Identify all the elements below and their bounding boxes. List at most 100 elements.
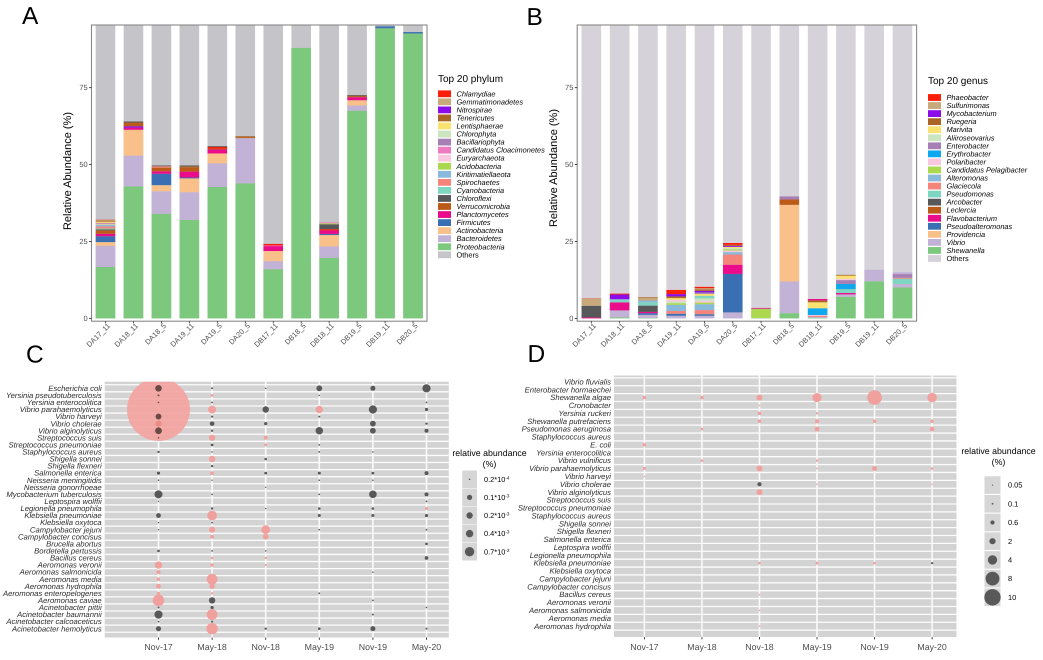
svg-text:C: C — [26, 342, 44, 369]
svg-text:Vibrio alginolyticus: Vibrio alginolyticus — [38, 426, 102, 435]
svg-text:Enterobacter: Enterobacter — [947, 141, 990, 150]
svg-text:Ruegeria: Ruegeria — [947, 117, 977, 126]
svg-text:25: 25 — [565, 237, 573, 246]
svg-text:Brucella abortus: Brucella abortus — [46, 539, 102, 548]
svg-text:4: 4 — [1008, 556, 1012, 565]
svg-text:Campylobacter concisus: Campylobacter concisus — [18, 532, 102, 541]
svg-text:Campylobacter concisus: Campylobacter concisus — [527, 582, 611, 591]
svg-text:Actinobacteria: Actinobacteria — [456, 226, 504, 235]
svg-text:relative abundance: relative abundance — [452, 448, 526, 458]
svg-text:Acidobacteria: Acidobacteria — [456, 162, 502, 171]
svg-text:Providencia: Providencia — [947, 230, 986, 239]
svg-text:Streptococcus suis: Streptococcus suis — [37, 433, 102, 442]
svg-text:Vibrio cholerae: Vibrio cholerae — [51, 419, 102, 428]
svg-text:Flavobacterium: Flavobacterium — [947, 214, 998, 223]
svg-text:Shigella flexneri: Shigella flexneri — [557, 527, 612, 536]
svg-text:Nov-18: Nov-18 — [745, 642, 773, 652]
svg-text:Yersinia enterocolitica: Yersinia enterocolitica — [27, 398, 103, 407]
svg-text:Yersinia ruckeri: Yersinia ruckeri — [558, 409, 611, 418]
svg-text:Acinetobacter pittii: Acinetobacter pittii — [38, 603, 102, 612]
svg-text:Vibrio vulnificus: Vibrio vulnificus — [558, 456, 611, 465]
svg-text:Phaeobacter: Phaeobacter — [947, 93, 989, 102]
svg-text:2: 2 — [1008, 537, 1012, 546]
svg-text:Sulfurimonas: Sulfurimonas — [947, 101, 990, 110]
svg-text:Kiritimatiellaeota: Kiritimatiellaeota — [457, 170, 511, 179]
svg-text:Planctomycetes: Planctomycetes — [457, 210, 509, 219]
svg-text:0.7*10-3: 0.7*10-3 — [484, 547, 510, 556]
svg-text:(%): (%) — [992, 457, 1006, 467]
svg-text:Salmonella enterica: Salmonella enterica — [34, 469, 102, 478]
svg-text:Arcobacter: Arcobacter — [946, 198, 983, 207]
svg-text:Legionella pneumophila: Legionella pneumophila — [20, 504, 102, 513]
svg-text:50: 50 — [79, 160, 87, 169]
svg-text:Pseudomonas aeruginosa: Pseudomonas aeruginosa — [522, 425, 612, 434]
svg-text:Acinetobacter hemolyticus: Acinetobacter hemolyticus — [11, 624, 102, 633]
svg-text:Shigella flexneri: Shigella flexneri — [47, 462, 102, 471]
svg-text:Shewanella algae: Shewanella algae — [550, 393, 611, 402]
svg-text:Campylobacter jejuni: Campylobacter jejuni — [539, 574, 611, 583]
svg-text:Leptospira wolffii: Leptospira wolffii — [44, 497, 102, 506]
svg-text:Aeromonas salmonicida: Aeromonas salmonicida — [528, 606, 612, 615]
svg-text:Vibrio harveyi: Vibrio harveyi — [55, 412, 102, 421]
svg-text:Streptococcus pneumoniae: Streptococcus pneumoniae — [518, 504, 611, 513]
svg-text:May-18: May-18 — [197, 642, 226, 652]
svg-text:Leptospira wolffii: Leptospira wolffii — [554, 543, 612, 552]
svg-text:Aeromonas salmonicida: Aeromonas salmonicida — [19, 568, 103, 577]
svg-text:Yersinia pseudotuberculosis: Yersinia pseudotuberculosis — [6, 391, 102, 400]
svg-text:Top 20 phylum: Top 20 phylum — [438, 74, 503, 85]
svg-text:25: 25 — [79, 237, 87, 246]
svg-text:0.1*10-3: 0.1*10-3 — [484, 493, 510, 502]
svg-text:Aeromonas veronii: Aeromonas veronii — [546, 598, 611, 607]
svg-text:0: 0 — [569, 314, 573, 323]
svg-text:Nov-19: Nov-19 — [359, 642, 387, 652]
svg-text:Bordetella pertussis: Bordetella pertussis — [34, 547, 102, 556]
svg-text:Shigella sonnei: Shigella sonnei — [50, 455, 102, 464]
svg-text:Staphylococcus aureus: Staphylococcus aureus — [22, 448, 102, 457]
svg-text:0.05: 0.05 — [1008, 481, 1022, 490]
svg-text:Spirochaetes: Spirochaetes — [457, 178, 500, 187]
svg-text:0: 0 — [84, 314, 88, 323]
svg-text:Klebsiella pneumoniae: Klebsiella pneumoniae — [24, 511, 101, 520]
svg-text:10: 10 — [1008, 593, 1016, 602]
svg-text:Pseudomonas: Pseudomonas — [947, 190, 995, 199]
svg-text:Verrucomicrobia: Verrucomicrobia — [457, 202, 511, 211]
svg-text:Vibrio harveyi: Vibrio harveyi — [565, 472, 612, 481]
svg-text:Cyanobacteria: Cyanobacteria — [457, 186, 505, 195]
svg-text:Klebsiella oxytoca: Klebsiella oxytoca — [40, 518, 102, 527]
svg-text:relative abundance: relative abundance — [961, 446, 1035, 456]
svg-text:Acinetobacter calcoaceticus: Acinetobacter calcoaceticus — [5, 617, 101, 626]
svg-text:(%): (%) — [483, 459, 497, 469]
svg-text:Others: Others — [947, 254, 969, 263]
svg-text:Nov-17: Nov-17 — [630, 642, 658, 652]
svg-text:May-18: May-18 — [687, 642, 716, 652]
svg-text:Aeromonas enteropelogenes: Aeromonas enteropelogenes — [2, 589, 102, 598]
svg-text:Escherichia coli: Escherichia coli — [48, 384, 102, 393]
svg-text:75: 75 — [79, 83, 87, 92]
svg-text:Bacillus cereus: Bacillus cereus — [50, 554, 102, 563]
svg-text:Staphylococcus aureus: Staphylococcus aureus — [532, 433, 612, 442]
svg-text:Enterobacter hormaechei: Enterobacter hormaechei — [525, 385, 612, 394]
svg-text:Chloroflexi: Chloroflexi — [457, 194, 492, 203]
svg-text:Bacillariophyta: Bacillariophyta — [457, 138, 505, 147]
svg-text:Glaciecola: Glaciecola — [947, 182, 982, 191]
svg-text:Shigella sonnei: Shigella sonnei — [559, 519, 611, 528]
svg-text:Erythrobacter: Erythrobacter — [947, 149, 992, 158]
svg-text:Aeromonas hydrophila: Aeromonas hydrophila — [24, 582, 103, 591]
svg-text:Gemmatimonadetes: Gemmatimonadetes — [457, 97, 524, 106]
svg-text:Vibrio alginolyticus: Vibrio alginolyticus — [547, 488, 611, 497]
svg-text:Firmicutes: Firmicutes — [457, 218, 491, 227]
svg-text:Klebsiella pneumoniae: Klebsiella pneumoniae — [534, 559, 611, 568]
svg-text:Nov-19: Nov-19 — [860, 642, 888, 652]
svg-text:Streptococcus suis: Streptococcus suis — [546, 496, 611, 505]
svg-text:May-20: May-20 — [412, 642, 441, 652]
svg-text:A: A — [22, 3, 39, 30]
svg-text:50: 50 — [565, 160, 573, 169]
svg-text:0.6: 0.6 — [1008, 518, 1018, 527]
svg-text:Aeromonas caviae: Aeromonas caviae — [37, 596, 102, 605]
svg-text:Cronobacter: Cronobacter — [569, 401, 612, 410]
svg-text:Nov-18: Nov-18 — [252, 642, 280, 652]
svg-text:Relative Abundance (%): Relative Abundance (%) — [62, 112, 74, 230]
svg-text:Chlamydiae: Chlamydiae — [457, 89, 496, 98]
svg-text:Aeromonas media: Aeromonas media — [38, 575, 102, 584]
svg-text:Vibrio fluvialis: Vibrio fluvialis — [564, 377, 611, 386]
